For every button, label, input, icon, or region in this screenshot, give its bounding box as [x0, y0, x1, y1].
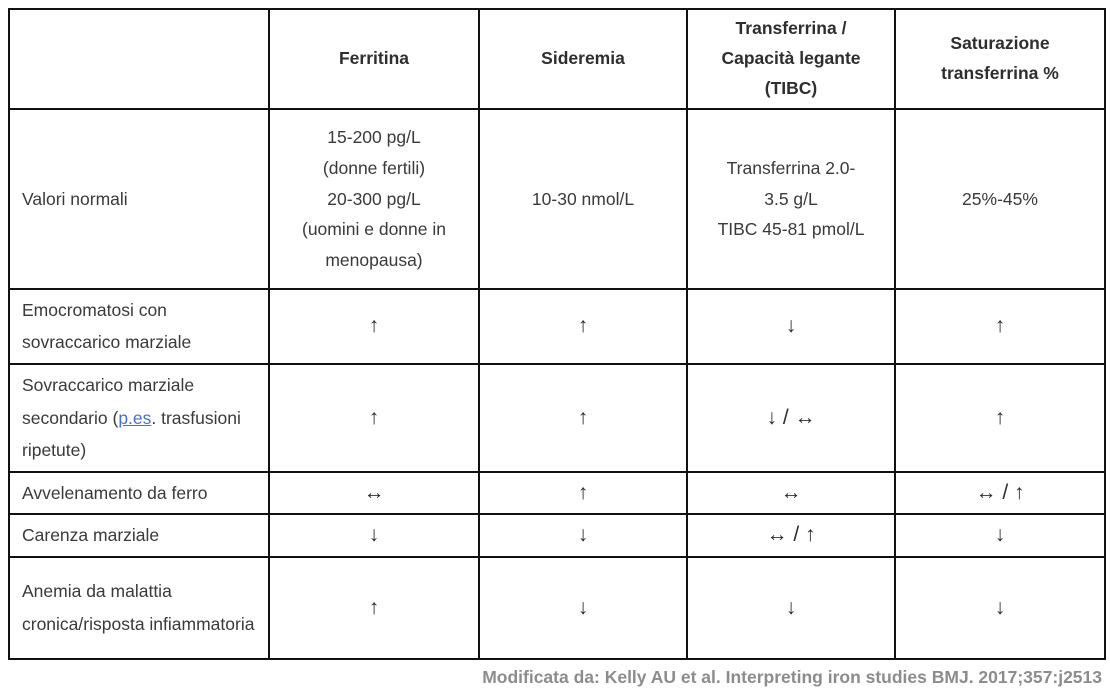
cell-ferritina-normale: 15-200 pg/L (donne fertili) 20-300 pg/L …	[268, 108, 480, 290]
cell-tibc-emocromatosi: ↓	[686, 288, 896, 365]
cell-saturazione-anemia: ↓	[894, 555, 1106, 660]
row-sovraccarico-secondario: Sovraccarico marziale secondario (p.es. …	[8, 362, 1106, 473]
header-transferrina-tibc: Transferrina / Capacità legante (TIBC)	[686, 8, 896, 110]
cell-sideremia-sovraccarico: ↑	[478, 362, 688, 473]
header-empty	[8, 8, 270, 110]
cell-sideremia-anemia: ↓	[478, 555, 688, 660]
header-saturazione-transferrina: Saturazione transferrina %	[894, 8, 1106, 110]
cell-tibc-sovraccarico: ↓ / ↔	[686, 362, 896, 473]
row-anemia-malattia-cronica: Anemia da malattia cronica/risposta infi…	[8, 555, 1106, 660]
row-carenza-marziale: Carenza marziale ↓ ↓ ↔ / ↑ ↓	[8, 513, 1106, 558]
table-header-row: Ferritina Sideremia Transferrina / Capac…	[8, 8, 1106, 110]
header-sideremia: Sideremia	[478, 8, 688, 110]
row-label: Avvelenamento da ferro	[8, 470, 270, 516]
cell-sideremia-avvelenamento: ↑	[478, 470, 688, 516]
row-label: Carenza marziale	[8, 513, 270, 558]
row-avvelenamento-ferro: Avvelenamento da ferro ↔ ↑ ↔ ↔ / ↑	[8, 470, 1106, 516]
cell-tibc-normale: Transferrina 2.0- 3.5 g/L TIBC 45-81 pmo…	[686, 108, 896, 290]
row-label: Anemia da malattia cronica/risposta infi…	[8, 555, 270, 660]
cell-ferritina-avvelenamento: ↔	[268, 470, 480, 516]
row-label: Valori normali	[8, 108, 270, 290]
cell-tibc-anemia: ↓	[686, 555, 896, 660]
cell-ferritina-sovraccarico: ↑	[268, 362, 480, 473]
row-label: Emocromatosi con sovraccarico marziale	[8, 288, 270, 365]
row-emocromatosi: Emocromatosi con sovraccarico marziale ↑…	[8, 288, 1106, 365]
cell-sideremia-carenza: ↓	[478, 513, 688, 558]
source-citation: Modificata da: Kelly AU et al. Interpret…	[482, 666, 1102, 687]
cell-saturazione-sovraccarico: ↑	[894, 362, 1106, 473]
cell-saturazione-avvelenamento: ↔ / ↑	[894, 470, 1106, 516]
cell-saturazione-normale: 25%-45%	[894, 108, 1106, 290]
cell-ferritina-carenza: ↓	[268, 513, 480, 558]
pes-link[interactable]: p.es	[118, 407, 152, 428]
row-valori-normali: Valori normali 15-200 pg/L (donne fertil…	[8, 108, 1106, 290]
header-ferritina: Ferritina	[268, 8, 480, 110]
cell-sideremia-normale: 10-30 nmol/L	[478, 108, 688, 290]
row-label-text: . trasfusioni ripetute)	[22, 407, 241, 460]
row-label-text: Sovraccarico marziale secondario (	[22, 375, 195, 428]
row-label: Sovraccarico marziale secondario (p.es. …	[8, 362, 270, 473]
cell-tibc-avvelenamento: ↔	[686, 470, 896, 516]
cell-ferritina-emocromatosi: ↑	[268, 288, 480, 365]
cell-saturazione-emocromatosi: ↑	[894, 288, 1106, 365]
iron-studies-table: Ferritina Sideremia Transferrina / Capac…	[8, 8, 1106, 660]
cell-saturazione-carenza: ↓	[894, 513, 1106, 558]
cell-tibc-carenza: ↔ / ↑	[686, 513, 896, 558]
cell-ferritina-anemia: ↑	[268, 555, 480, 660]
cell-sideremia-emocromatosi: ↑	[478, 288, 688, 365]
